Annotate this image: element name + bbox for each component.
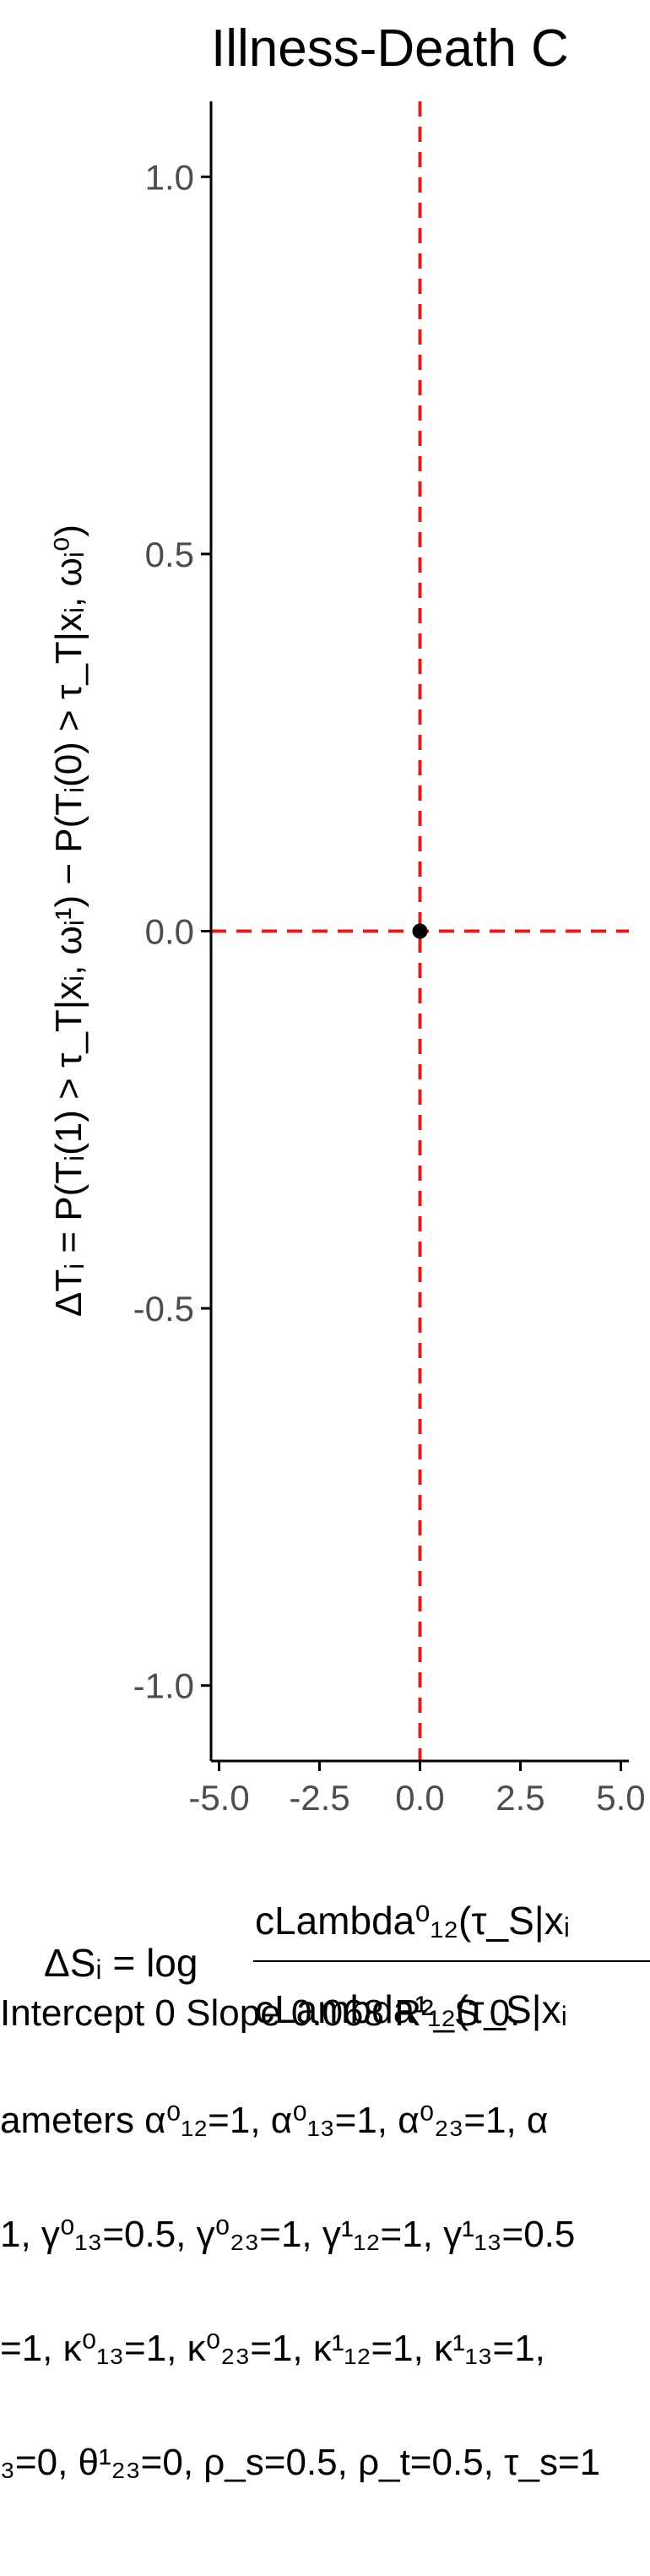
x-axis-label: ΔSᵢ = log cLambda⁰₁₂(τ_S|xᵢ — [44, 1899, 650, 1985]
x-tick-label: 2.5 — [496, 1778, 544, 1818]
x-axis-ticks: -5.0 -2.5 0.0 2.5 5.0 — [188, 1761, 646, 1818]
y-tick-label: -1.0 — [133, 1666, 194, 1706]
subtitle-line-3: 1, γ⁰₁₃=0.5, γ⁰₂₃=1, γ¹₁₂=1, γ¹₁₃=0.5 — [0, 2214, 575, 2255]
plot-area — [209, 101, 629, 1763]
data-point — [412, 923, 428, 939]
subtitle-line-4: =1, κ⁰₁₃=1, κ⁰₂₃=1, κ¹₁₂=1, κ¹₁₃=1, — [0, 2328, 545, 2369]
y-tick-label: 0.0 — [145, 912, 194, 952]
x-axis-label-denominator: cLambda¹₁₂(τ_S|xᵢ — [255, 1987, 567, 2031]
x-tick-label: -2.5 — [289, 1778, 349, 1818]
y-axis-label: ΔTᵢ = P(Tᵢ(1) > τ_T|xᵢ, ωᵢ¹) − P(Tᵢ(0) >… — [48, 524, 89, 1317]
y-tick-label: -0.5 — [133, 1289, 194, 1329]
x-tick-label: -5.0 — [188, 1778, 249, 1818]
subtitle-line-1: Intercept 0 Slope 0.068 R²_S 0. — [0, 1992, 520, 2034]
chart-title: Illness-Death C — [211, 19, 569, 78]
x-tick-label: 0.0 — [395, 1778, 444, 1818]
x-tick-label: 5.0 — [596, 1778, 645, 1818]
subtitle-line-2: ameters α⁰₁₂=1, α⁰₁₃=1, α⁰₂₃=1, α — [0, 2100, 548, 2141]
y-axis-ticks: 1.0 0.5 0.0 -0.5 -1.0 — [133, 157, 211, 1706]
y-tick-label: 0.5 — [145, 535, 194, 574]
x-axis-label-lhs: ΔSᵢ = log — [44, 1941, 198, 1985]
subtitle-line-5: ₃=0, θ¹₂₃=0, ρ_s=0.5, ρ_t=0.5, τ_s=1 — [0, 2442, 600, 2483]
y-tick-label: 1.0 — [145, 157, 194, 197]
x-axis-label-numerator: cLambda⁰₁₂(τ_S|xᵢ — [255, 1899, 570, 1943]
